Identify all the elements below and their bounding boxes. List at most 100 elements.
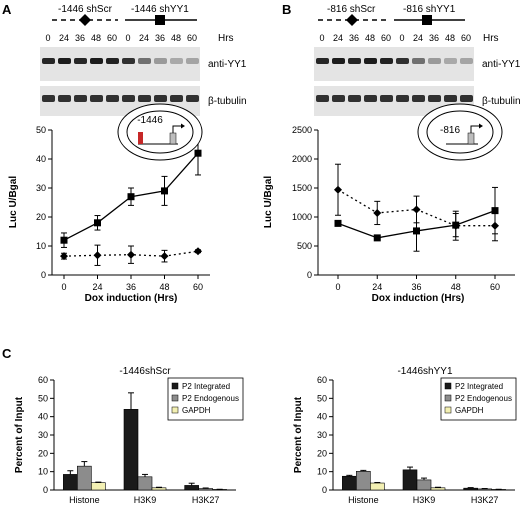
- blot-time-label: 48: [445, 33, 455, 43]
- legend-swatch-integrated-c2: [444, 382, 452, 390]
- legend-label-integrated-c2: P2 Integrated: [455, 382, 503, 391]
- inset-label-b: -816: [440, 125, 460, 136]
- bars-c1: [63, 392, 227, 491]
- y-tick-label: 1500: [292, 183, 312, 193]
- blot-band-yy1: [186, 58, 199, 64]
- y-tick-label: 10: [38, 467, 48, 477]
- tss-arrowhead-b: [479, 123, 483, 129]
- blot-time-label: 0: [45, 33, 50, 43]
- inset-inner-ellipse-a: [126, 110, 194, 154]
- legend-label-endogenous-c1: P2 Endogenous: [182, 394, 239, 403]
- y-axis-label-a: Luc U/Bgal: [8, 176, 19, 228]
- blot-band-yy1: [412, 58, 425, 64]
- panel-letter-c: C: [2, 346, 12, 361]
- legend-c1: P2 Integrated P2 Endogenous GAPDH: [167, 377, 244, 421]
- blot-band-tubulin: [74, 95, 87, 102]
- y-tick-label: 60: [317, 375, 327, 385]
- line-chart-b: 0 500 1000 1500 2000 2500 0 24 36 48 60 Dox induc…: [263, 125, 515, 304]
- blot-band-tubulin: [460, 95, 473, 102]
- blot-label-tubulin-a: β-tubulin: [208, 96, 247, 107]
- blot-band-yy1: [348, 58, 361, 64]
- data-point-square: [452, 221, 460, 229]
- y-ticks-c1: 0 10 20 30 40 50 60: [38, 375, 54, 495]
- blot-band-tubulin: [348, 95, 361, 102]
- bar: [416, 479, 432, 491]
- data-point-square: [161, 187, 168, 195]
- blot-band-tubulin: [154, 95, 167, 102]
- bar: [77, 465, 92, 491]
- panel-letter-a: A: [2, 2, 12, 17]
- blot-band-tubulin: [106, 95, 119, 102]
- blot-time-label: 36: [75, 33, 85, 43]
- blot-band-yy1: [460, 58, 473, 64]
- bar: [477, 488, 492, 491]
- blot-time-label: 0: [399, 33, 404, 43]
- bar: [91, 482, 106, 491]
- data-point-diamond: [412, 205, 421, 214]
- blot-band-yy1: [74, 58, 87, 64]
- blot-band-yy1: [154, 58, 167, 64]
- x-tick-label: 48: [451, 282, 461, 292]
- blot-band-tubulin: [444, 95, 457, 102]
- blot-band-yy1: [332, 58, 345, 64]
- blot-band-tubulin: [412, 95, 425, 102]
- inset-label-a: -1446: [137, 115, 163, 126]
- x-tick-label: 60: [490, 282, 500, 292]
- promoter-box-b: [467, 132, 475, 145]
- legend-c2: P2 Integrated P2 Endogenous GAPDH: [440, 377, 517, 421]
- bar: [63, 474, 78, 491]
- y-tick-label: 0: [307, 270, 312, 280]
- blot-band-tubulin: [122, 95, 135, 102]
- x-ticks-a: 0 24 36 48 60: [61, 275, 203, 292]
- x-tick-label: H3K9: [413, 495, 436, 505]
- blot-band-yy1: [396, 58, 409, 64]
- blot-band-yy1: [444, 58, 457, 64]
- blot-time-label: 36: [155, 33, 165, 43]
- blot-time-label: 48: [91, 33, 101, 43]
- bar: [151, 487, 167, 491]
- legend-swatch-endogenous-c1: [171, 394, 179, 402]
- blot-band-tubulin: [396, 95, 409, 102]
- x-tick-labels-c2: Histone H3K9 H3K27: [348, 495, 498, 505]
- promoter-inset-a: -1446: [117, 103, 203, 161]
- y-tick-label: 1000: [292, 212, 312, 222]
- chart-title-shyy1: -1446shYY1: [397, 366, 452, 377]
- series-line-scr: [337, 189, 495, 227]
- blot-time-label: 48: [365, 33, 375, 43]
- bar-chart-shscr: -1446shScr 0 10 20 30 40 50 60 Histone H3K9 H3K2…: [14, 366, 244, 505]
- x-tick-label: H3K9: [134, 495, 157, 505]
- x-axis-label-b: Dox induction (Hrs): [372, 293, 465, 304]
- data-point-square: [491, 207, 499, 215]
- y-tick-label: 40: [38, 412, 48, 422]
- blot-band-tubulin: [138, 95, 151, 102]
- series-b: [334, 163, 499, 252]
- bar: [370, 482, 385, 491]
- y-tick-label: 20: [38, 448, 48, 458]
- x-tick-label: 0: [61, 282, 66, 292]
- bar: [430, 487, 446, 491]
- blot-band-yy1: [90, 58, 103, 64]
- blot-label-yy1-a: anti-YY1: [208, 59, 247, 70]
- bar: [342, 475, 357, 491]
- y-tick-label: 60: [38, 375, 48, 385]
- y-tick-label: 20: [317, 448, 327, 458]
- blot-band-yy1: [364, 58, 377, 64]
- blot-time-label: 24: [139, 33, 149, 43]
- construct-label-scr-a: -1446 shScr: [58, 4, 113, 15]
- blot-label-tubulin-b: β-tubulin: [482, 96, 521, 107]
- blot-band-yy1: [42, 58, 55, 64]
- data-point-square: [413, 227, 420, 235]
- data-point-square: [373, 234, 381, 242]
- promoter-box-a: [169, 132, 177, 145]
- promoter-inset-b: -816: [417, 103, 503, 161]
- x-ticks-b: 0 24 36 48 60: [335, 275, 500, 292]
- construct-label-yy1-a: -1446 shYY1: [131, 4, 189, 15]
- data-point-square: [194, 149, 202, 157]
- blot-band-tubulin: [316, 95, 329, 102]
- y-tick-label: 30: [38, 430, 48, 440]
- y-tick-label: 40: [36, 154, 46, 164]
- blot-bands-tubulin-b: [316, 95, 473, 102]
- blot-bands-tubulin-a: [42, 95, 199, 102]
- blot-band-yy1: [170, 58, 183, 64]
